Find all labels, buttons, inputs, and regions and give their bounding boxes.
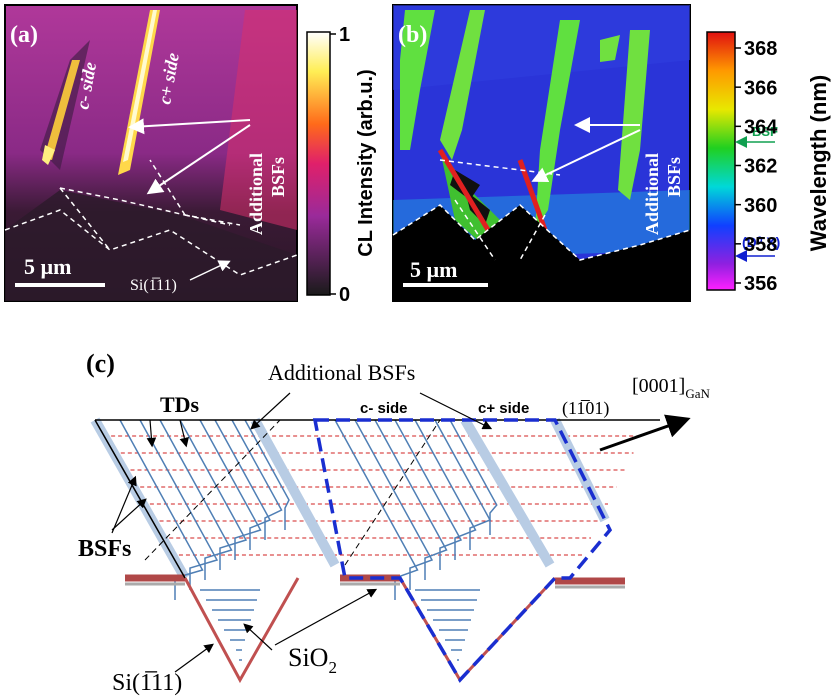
scale-label: 5 µm [410, 257, 458, 282]
tick-label: 0 [339, 284, 350, 306]
subscript: 2 [328, 658, 337, 677]
text: [0001] [632, 375, 685, 397]
panel-label: (c) [86, 349, 115, 378]
figure: (a) c- side c+ side AdditionalBSFs 5 µm … [0, 0, 832, 696]
line: Additional [642, 153, 662, 235]
annotation: c- side [360, 400, 408, 417]
line: BSFs [664, 157, 684, 197]
subscript: GaN [685, 386, 710, 401]
annotation: (11̅01) [562, 398, 609, 419]
annotation: BSFs [78, 536, 131, 562]
tick-label: 360 [744, 195, 777, 217]
annotation: TDs [160, 392, 200, 417]
colorbar-label: CL Intensity (arb.u.) [355, 69, 377, 256]
line: BSFs [268, 157, 288, 197]
tick-label: 368 [744, 38, 777, 60]
colorbar-a: CL Intensity (arb.u.) 1 0 [307, 24, 377, 306]
tick-label: 358 [744, 234, 777, 256]
annotation: c+ side [478, 400, 529, 417]
panel-label: (a) [10, 22, 38, 48]
annotation: Si(1̅11) [112, 670, 182, 696]
colorbar [307, 32, 330, 295]
annotation: Si(1̅11) [130, 277, 177, 294]
tick-label: 362 [744, 156, 777, 178]
tick-label: 1 [339, 24, 350, 46]
colorbar-b: Wavelength (nm) BSF (D⁰,X) 3683663643623… [707, 32, 831, 295]
text: SiO [288, 643, 328, 672]
panel-c: (c) Additional BSFs TDs c- side c+ side … [78, 349, 710, 696]
annotation: Additional BSFs [268, 360, 415, 385]
tick-label: 356 [744, 273, 777, 295]
tick-label: 366 [744, 77, 777, 99]
scale-label: 5 µm [24, 254, 72, 279]
annotation: SiO2 [288, 643, 337, 677]
tick-label: 364 [744, 117, 778, 139]
colorbar-label: Wavelength (nm) [806, 75, 831, 251]
line: Additional [246, 153, 266, 235]
annotation: [0001]GaN [632, 375, 710, 401]
panel-label: (b) [398, 22, 427, 48]
colorbar [707, 32, 735, 290]
